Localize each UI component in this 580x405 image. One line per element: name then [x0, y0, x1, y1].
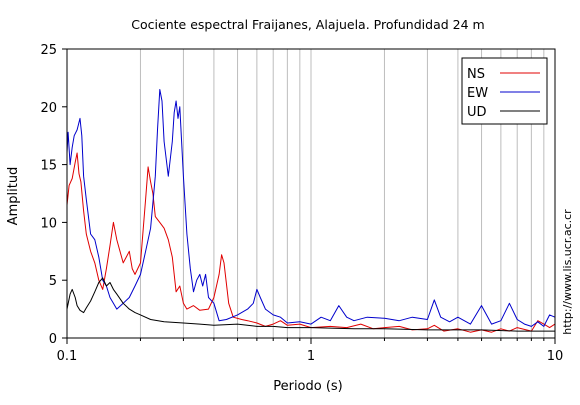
x-tick-label: 1	[307, 349, 315, 364]
legend-label-ud: UD	[467, 105, 487, 120]
x-axis-label: Periodo (s)	[273, 379, 343, 394]
series-line-ud	[66, 277, 555, 332]
x-tick-label: 0.1	[57, 349, 78, 364]
y-tick-label: 25	[40, 43, 57, 58]
y-tick-label: 20	[40, 101, 57, 116]
y-axis-label: Amplitud	[6, 167, 21, 226]
chart-title: Cociente espectral Fraijanes, Alajuela. …	[131, 17, 484, 32]
legend: NS EW UD	[461, 57, 548, 125]
grid-lines	[139, 49, 545, 338]
y-tick-label: 15	[40, 159, 57, 174]
legend-label-ew: EW	[467, 86, 488, 101]
y-tick-label: 5	[49, 274, 57, 289]
axis-ticks: 0 5 10 15 20 25 0.1 1 10	[40, 43, 563, 364]
x-tick-label: 10	[547, 349, 564, 364]
legend-label-ns: NS	[467, 67, 485, 82]
y-tick-label: 10	[40, 216, 57, 231]
y-tick-label: 0	[49, 332, 57, 347]
legend-box	[461, 57, 548, 125]
source-url-label: http://www.lis.ucr.ac.cr	[561, 209, 574, 335]
series-lines	[66, 89, 556, 333]
